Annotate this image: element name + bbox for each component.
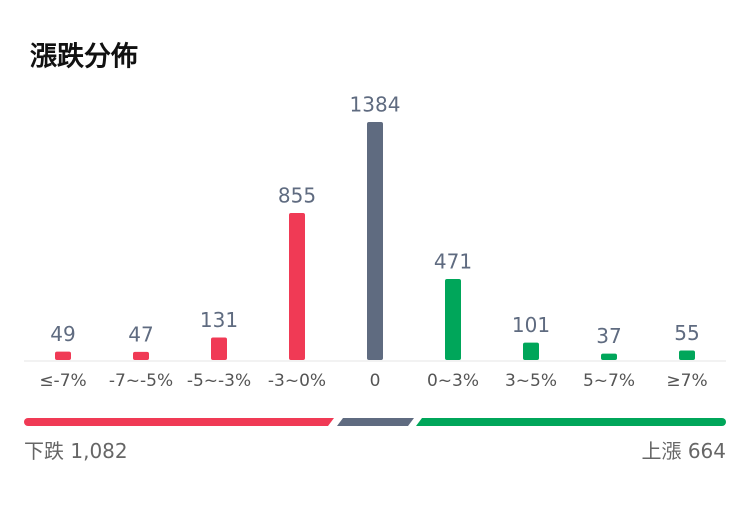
rising-cap bbox=[718, 418, 726, 426]
bar bbox=[601, 353, 617, 360]
value-label: 131 bbox=[200, 308, 238, 332]
x-tick-label: ≥7% bbox=[666, 371, 707, 391]
flat-segment bbox=[337, 418, 414, 426]
x-tick-label: -3~0% bbox=[268, 371, 326, 391]
bar bbox=[523, 342, 539, 360]
falling-cap bbox=[24, 418, 32, 426]
falling-summary: 下跌 1,082 bbox=[24, 439, 128, 463]
value-label: 101 bbox=[512, 313, 550, 337]
summary-label: 下跌 bbox=[24, 439, 64, 463]
rising-segment bbox=[416, 418, 722, 426]
value-label: 471 bbox=[434, 250, 472, 274]
x-tick-label: 5~7% bbox=[583, 371, 635, 391]
value-label: 855 bbox=[278, 183, 316, 207]
value-label: 55 bbox=[674, 321, 699, 345]
x-tick-label: -5~-3% bbox=[187, 371, 251, 391]
rising-summary: 上漲 664 bbox=[641, 439, 726, 463]
chart-title: 漲跌分佈 bbox=[30, 41, 138, 73]
bar bbox=[679, 350, 695, 360]
x-tick-label: -7~-5% bbox=[109, 371, 173, 391]
summary-value: 1,082 bbox=[70, 439, 127, 463]
bar bbox=[133, 351, 149, 360]
x-tick-label: 3~5% bbox=[505, 371, 557, 391]
split-bar bbox=[24, 418, 726, 426]
x-tick-label: 0~3% bbox=[427, 371, 479, 391]
bar bbox=[289, 212, 305, 360]
bar bbox=[55, 351, 71, 360]
bar bbox=[211, 337, 227, 360]
summary-value: 664 bbox=[688, 439, 726, 463]
x-tick-label: ≤-7% bbox=[39, 371, 86, 391]
bar bbox=[367, 122, 383, 360]
value-label: 47 bbox=[128, 322, 153, 346]
value-label: 49 bbox=[50, 322, 75, 346]
falling-segment bbox=[28, 418, 334, 426]
bar bbox=[445, 279, 461, 360]
x-tick-label: 0 bbox=[370, 371, 381, 391]
value-label: 1384 bbox=[350, 93, 401, 117]
value-label: 37 bbox=[596, 324, 621, 348]
summary-label: 上漲 bbox=[641, 439, 681, 463]
